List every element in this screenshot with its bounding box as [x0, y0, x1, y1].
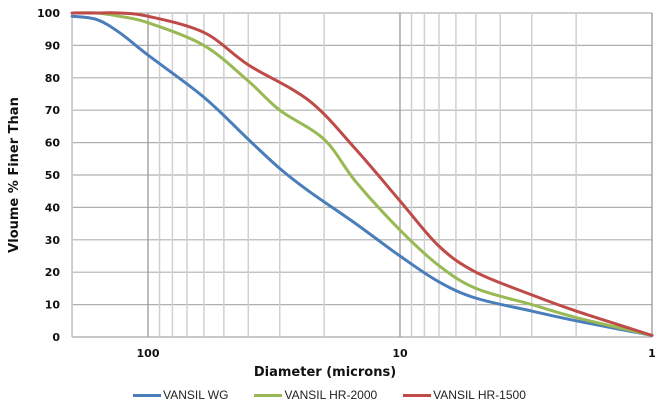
legend-label: VANSIL WG	[163, 388, 229, 402]
series-line-vansil-hr-2000	[70, 11, 654, 337]
y-tick-label: 90	[45, 39, 61, 52]
y-tick-label: 10	[45, 299, 61, 312]
legend-item-hr1500: VANSIL HR-1500	[403, 388, 526, 402]
data-lines	[70, 11, 654, 337]
series-line-vansil-wg	[70, 14, 654, 337]
legend-label: VANSIL HR-2000	[284, 388, 378, 402]
y-axis-label: Vloume % Finer Than	[7, 97, 22, 253]
y-tick-label: 20	[45, 266, 61, 279]
x-tick-label: 100	[137, 347, 160, 360]
x-axis-ticks: 100 10 1	[137, 347, 656, 360]
legend-label: VANSIL HR-1500	[433, 388, 526, 402]
y-tick-label: 50	[45, 169, 61, 182]
y-tick-label: 0	[52, 331, 60, 344]
y-axis-ticks: 0 10 20 30 40 50 60 70 80 90 100	[37, 7, 60, 344]
y-tick-label: 30	[45, 234, 61, 247]
legend-swatch-hr1500	[403, 393, 432, 397]
y-tick-label: 40	[45, 201, 61, 214]
x-tick-label: 10	[392, 347, 408, 360]
x-tick-label: 1	[648, 347, 656, 360]
legend: VANSIL WG VANSIL HR-2000 VANSIL HR-1500	[0, 388, 659, 402]
legend-item-hr2000: VANSIL HR-2000	[254, 388, 377, 402]
legend-swatch-hr2000	[254, 393, 283, 397]
series-line-vansil-hr-1500	[70, 11, 654, 337]
y-tick-label: 80	[45, 72, 61, 85]
y-tick-label: 70	[45, 104, 61, 117]
legend-item-wg: VANSIL WG	[133, 388, 228, 402]
legend-swatch-wg	[133, 393, 162, 397]
grid	[71, 12, 653, 338]
y-tick-label: 100	[37, 7, 60, 20]
y-tick-label: 60	[45, 137, 61, 150]
x-axis-label: Diameter (microns)	[254, 365, 396, 380]
